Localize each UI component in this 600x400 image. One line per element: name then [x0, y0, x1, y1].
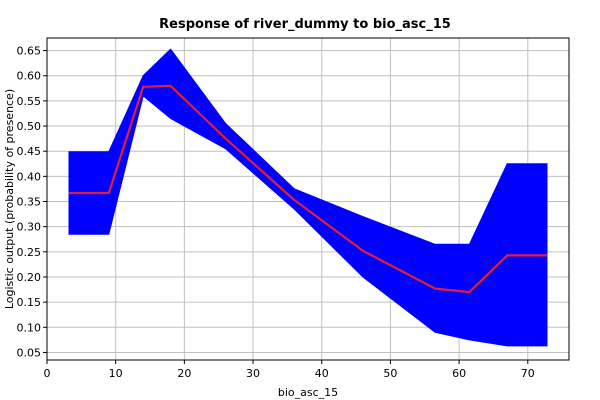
mean-response-line: [69, 84, 547, 294]
y-axis-label: Logistic output (probability of presence…: [3, 89, 16, 309]
y-tick-label: 0.30: [17, 221, 42, 234]
x-tick-label: 10: [109, 367, 123, 380]
plot-frame: [46, 37, 570, 361]
x-axis: 0 10 20 30 40 50 60 70: [44, 360, 535, 380]
chart-title: Response of river_dummy to bio_asc_15: [159, 17, 451, 32]
y-tick-label: 0.50: [17, 120, 42, 133]
x-tick-label: 20: [177, 367, 191, 380]
response-line-layer: [69, 84, 547, 294]
x-axis-label: bio_asc_15: [278, 386, 338, 399]
y-tick-label: 0.35: [17, 196, 42, 209]
y-tick-label: 0.45: [17, 145, 42, 158]
x-tick-label: 30: [246, 367, 260, 380]
x-tick-label: 70: [521, 367, 535, 380]
x-tick-label: 60: [452, 367, 466, 380]
x-tick-label: 0: [44, 367, 51, 380]
y-tick-label: 0.20: [17, 271, 42, 284]
y-tick-label: 0.10: [17, 321, 42, 334]
x-tick-label: 50: [383, 367, 397, 380]
y-axis: 0.05 0.10 0.15 0.20 0.25 0.30 0.35 0.40 0.45 0.50…: [17, 45, 47, 359]
y-tick-label: 0.25: [17, 246, 42, 259]
confidence-band-layer: [68, 48, 548, 347]
y-tick-label: 0.55: [17, 95, 42, 108]
y-tick-label: 0.65: [17, 45, 42, 58]
y-tick-label: 0.05: [17, 346, 42, 359]
x-tick-label: 40: [315, 367, 329, 380]
y-tick-label: 0.40: [17, 170, 42, 183]
y-tick-label: 0.60: [17, 70, 42, 83]
y-tick-label: 0.15: [17, 296, 42, 309]
confidence-band: [68, 48, 548, 347]
